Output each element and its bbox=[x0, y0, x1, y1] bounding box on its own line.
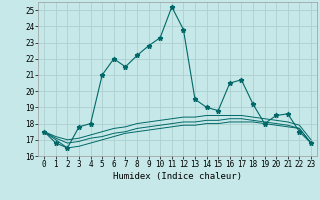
X-axis label: Humidex (Indice chaleur): Humidex (Indice chaleur) bbox=[113, 172, 242, 181]
